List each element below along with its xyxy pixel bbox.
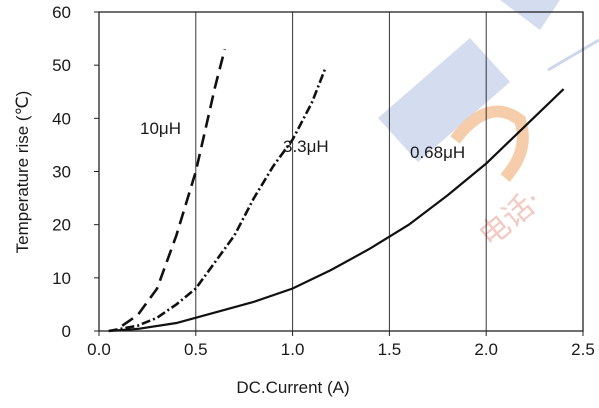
series-label-3: 0.68μH <box>410 143 465 162</box>
series-labels: 10μH 3.3μH 0.68μH <box>140 119 465 162</box>
watermark-logo-swirl <box>450 105 529 182</box>
watermark-text: 电话· <box>473 183 549 255</box>
series-line-2 <box>108 67 327 333</box>
series-lines <box>108 48 565 333</box>
y-tick-label: 10 <box>52 269 71 288</box>
y-axis-title: Temperature rise (℃) <box>13 91 32 254</box>
y-tick-label: 20 <box>52 216 71 235</box>
y-axis: 0 10 20 30 40 50 60 <box>52 3 99 341</box>
x-axis-title: DC.Current (A) <box>236 378 349 397</box>
x-tick-label: 0.0 <box>87 340 111 359</box>
y-tick-label: 0 <box>62 322 71 341</box>
series-label-2: 3.3μH <box>283 137 329 156</box>
series-label-1: 10μH <box>140 119 181 138</box>
y-tick-label: 50 <box>52 56 71 75</box>
y-tick-label: 60 <box>52 3 71 22</box>
y-tick-label: 40 <box>52 109 71 128</box>
watermark-logo-swoosh <box>547 38 599 72</box>
x-axis: 0.0 0.5 1.0 1.5 2.0 2.5 <box>87 331 595 359</box>
grid-lines <box>195 12 487 331</box>
series-line-1 <box>121 48 227 327</box>
x-tick-label: 1.0 <box>281 340 305 359</box>
x-tick-label: 2.5 <box>571 340 595 359</box>
x-tick-label: 2.0 <box>474 340 498 359</box>
watermark-logo-arc <box>500 0 560 30</box>
y-tick-label: 30 <box>52 163 71 182</box>
watermark-logo: 电话· <box>378 0 599 254</box>
series-line-3 <box>108 88 565 333</box>
x-tick-label: 1.5 <box>378 340 402 359</box>
x-tick-label: 0.5 <box>184 340 208 359</box>
watermark-logo-block <box>378 38 510 162</box>
